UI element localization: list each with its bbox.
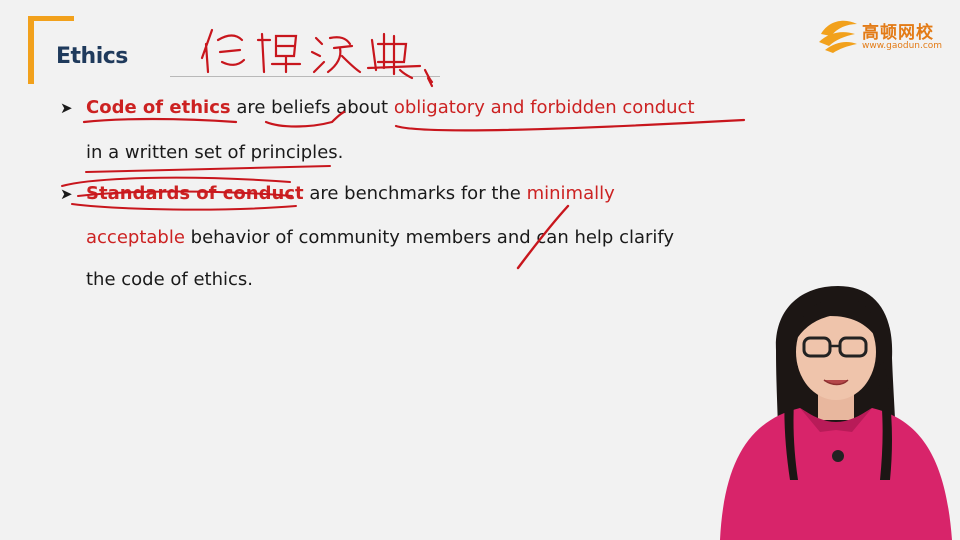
title-divider — [170, 76, 440, 77]
handwriting-strokes — [200, 28, 434, 88]
word-acceptable: acceptable — [86, 227, 185, 248]
bullet-1-line-1: Code of ethics are beliefs about obligat… — [86, 96, 695, 120]
bullet-2-line-1: Standards of conduct are benchmarks for … — [86, 182, 615, 206]
word-minimally: minimally — [526, 183, 615, 204]
title-bracket-decoration — [28, 16, 74, 84]
term-standards-of-conduct: Standards of conduct — [86, 183, 304, 204]
slide-title: Ethics — [56, 44, 128, 69]
logo-url: www.gaodun.com — [862, 41, 943, 51]
gaodun-logo-icon — [819, 20, 857, 53]
term-code-of-ethics: Code of ethics — [86, 97, 231, 118]
presenter-figure — [720, 286, 952, 540]
bullet-arrow-icon: ➤ — [60, 99, 73, 117]
bullet-1-text-a: are — [230, 97, 272, 118]
bullet-1-text-b: about — [330, 97, 394, 118]
bullet-2-line-2: acceptable behavior of community members… — [86, 226, 674, 250]
underline-obligatory — [394, 118, 746, 132]
underline-principles — [85, 165, 331, 173]
bullet-2-line-3: the code of ethics. — [86, 269, 254, 290]
bullet-1-line-2: in a written set of principles. — [86, 142, 344, 163]
bullet-2-text-a: are benchmarks for the — [303, 183, 527, 204]
logo-name: 高顿网校 — [862, 23, 934, 43]
bullet-2-text-b: behavior of community members and can he… — [184, 227, 675, 248]
bullet-arrow-icon: ➤ — [60, 185, 73, 203]
word-beliefs: beliefs — [271, 97, 331, 118]
phrase-obligatory-conduct: obligatory and forbidden conduct — [393, 97, 695, 118]
